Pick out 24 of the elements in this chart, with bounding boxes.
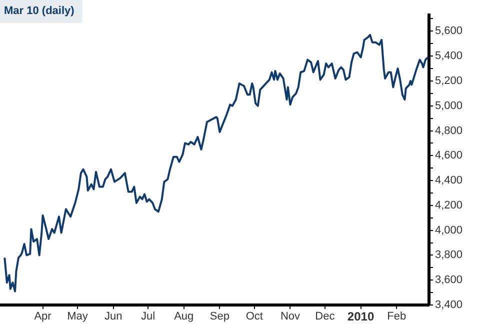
x-tick-label: Jul	[140, 310, 156, 323]
y-tick-label: 4,200	[435, 199, 463, 212]
y-tick-label: 3,400	[435, 299, 463, 312]
x-tick-label: Oct	[246, 310, 263, 323]
x-tick-label: Aug	[174, 310, 194, 323]
x-tick-label: Apr	[34, 310, 52, 323]
x-tick-label: Nov	[280, 310, 301, 323]
x-tick-label: Jun	[104, 310, 122, 323]
y-tick-label: 5,000	[435, 100, 463, 112]
y-tick-label: 5,600	[435, 25, 463, 38]
y-tick-label: 3,600	[435, 274, 463, 286]
y-tick-label: 5,400	[435, 50, 463, 62]
y-tick-label: 4,600	[435, 150, 463, 162]
x-tick-label: May	[67, 310, 88, 323]
y-tick-label: 3,800	[435, 249, 463, 262]
chart-title: Mar 10 (daily)	[0, 0, 82, 23]
y-tick-label: 5,200	[435, 74, 463, 87]
x-tick-label: 2010	[347, 310, 374, 324]
x-tick-label: Feb	[387, 310, 406, 323]
y-tick-label: 4,400	[435, 174, 463, 187]
x-tick-label: Sep	[210, 310, 230, 323]
x-tick-label: Dec	[315, 310, 336, 323]
y-tick-label: 4,800	[435, 124, 463, 137]
y-tick-label: 4,000	[435, 224, 463, 236]
